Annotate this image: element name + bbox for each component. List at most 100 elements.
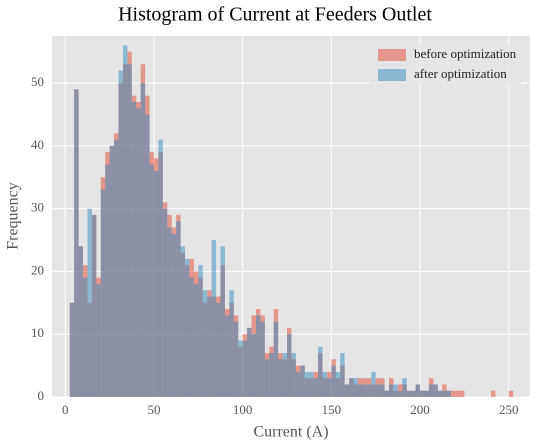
x-tick-label: 50 <box>147 402 160 417</box>
bar <box>255 315 261 397</box>
bar <box>114 139 119 397</box>
bar <box>420 390 425 397</box>
bar <box>380 384 385 397</box>
x-tick-label: 150 <box>322 402 342 417</box>
bar <box>349 378 354 397</box>
bar <box>304 371 310 397</box>
bar <box>384 390 389 397</box>
bar <box>397 390 403 397</box>
bar <box>122 45 128 398</box>
bar <box>78 246 84 397</box>
bar <box>406 390 412 397</box>
x-tick-label: 0 <box>62 402 69 417</box>
bar <box>335 371 341 397</box>
bar <box>273 321 279 397</box>
bar <box>198 265 203 397</box>
bar <box>247 327 252 397</box>
bar <box>127 64 132 398</box>
bar <box>180 246 186 397</box>
bar <box>282 353 288 397</box>
bar <box>260 321 265 397</box>
bar <box>278 359 283 397</box>
bar <box>362 384 367 397</box>
y-tick-label: 0 <box>38 388 45 403</box>
legend-swatch <box>378 69 406 81</box>
bar <box>322 371 327 397</box>
bar <box>211 240 217 397</box>
legend-swatch <box>378 49 406 61</box>
bar <box>393 384 398 397</box>
bar <box>87 208 92 397</box>
bar <box>340 353 345 397</box>
bar <box>437 390 443 397</box>
bar <box>153 170 159 397</box>
bars <box>69 45 514 398</box>
bar <box>269 353 274 397</box>
bar <box>490 390 496 397</box>
bar <box>158 139 163 397</box>
bar <box>140 83 146 397</box>
bar <box>357 384 363 397</box>
bar <box>326 378 332 397</box>
bar <box>207 296 212 397</box>
bar <box>287 334 292 397</box>
bar <box>202 290 208 397</box>
bar <box>318 346 323 397</box>
bar <box>309 371 314 397</box>
bar <box>171 233 177 397</box>
y-tick-label: 50 <box>31 74 44 89</box>
bar <box>131 101 137 397</box>
bar <box>424 390 429 397</box>
bar <box>229 290 234 397</box>
bar <box>451 390 456 397</box>
bar <box>264 359 270 397</box>
bar <box>455 390 460 397</box>
y-tick-label: 40 <box>31 137 44 152</box>
bar <box>220 246 225 397</box>
bar <box>74 89 79 397</box>
bar <box>238 340 243 397</box>
bar <box>295 371 301 397</box>
legend-label: before optimization <box>414 46 517 61</box>
bar <box>100 189 106 397</box>
bar <box>442 390 447 397</box>
bar <box>176 221 181 397</box>
bar <box>508 390 514 397</box>
y-tick-label: 10 <box>31 325 44 340</box>
bar <box>162 208 168 397</box>
bar <box>353 378 358 397</box>
x-axis-label: Current (A) <box>253 424 328 441</box>
bar <box>446 390 452 397</box>
bar <box>167 227 172 397</box>
bar <box>415 384 421 397</box>
bar <box>291 353 296 397</box>
y-tick-label: 20 <box>31 262 44 277</box>
bar <box>83 277 88 397</box>
chart-title: Histogram of Current at Feeders Outlet <box>118 4 432 26</box>
bar <box>136 108 141 397</box>
bar <box>331 365 336 397</box>
bar <box>149 164 154 397</box>
bar <box>459 390 465 397</box>
bar <box>251 334 256 397</box>
bar <box>189 277 194 397</box>
bar <box>375 384 381 397</box>
bar <box>91 214 97 397</box>
bar <box>224 315 230 397</box>
bar <box>69 302 75 397</box>
bar <box>344 384 350 397</box>
bar <box>109 145 115 397</box>
bar <box>118 70 123 398</box>
x-tick-label: 200 <box>410 402 430 417</box>
x-tick-label: 100 <box>233 402 253 417</box>
x-tick-label: 250 <box>499 402 519 417</box>
bar <box>433 384 438 397</box>
bar <box>216 302 221 397</box>
bar <box>233 321 239 397</box>
bar <box>313 378 319 397</box>
bar <box>242 340 248 397</box>
bar <box>105 164 110 397</box>
bar <box>300 365 305 397</box>
legend: before optimization after optimization <box>370 44 522 86</box>
bar <box>388 384 394 397</box>
